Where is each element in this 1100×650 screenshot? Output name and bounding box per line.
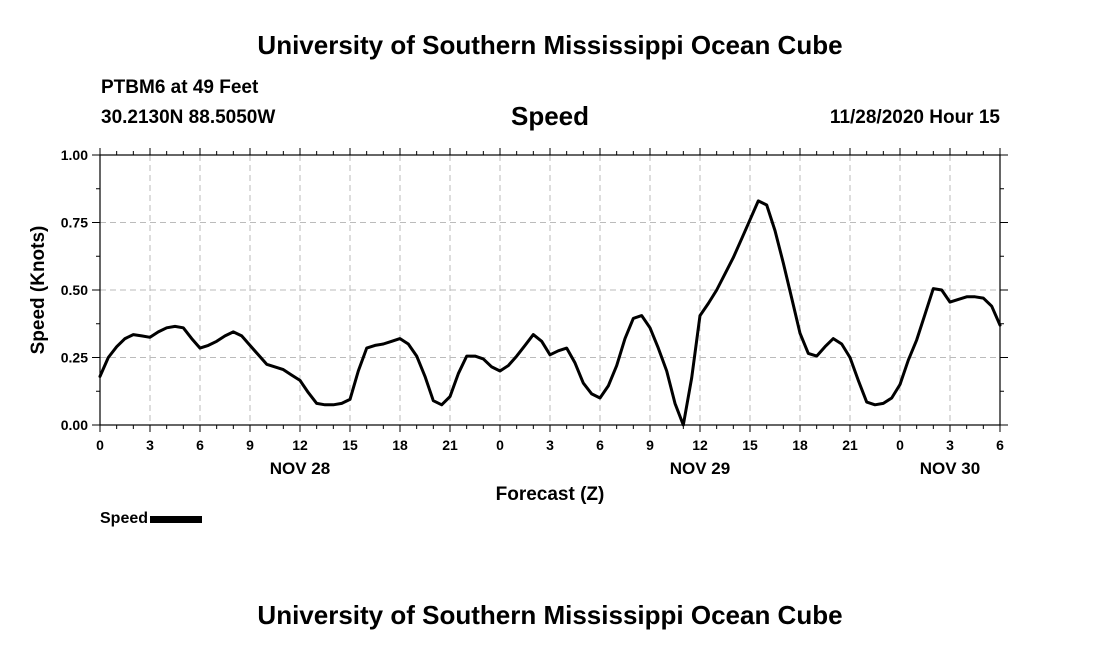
chart-title-top: University of Southern Mississippi Ocean… (257, 30, 843, 60)
station-label: PTBM6 at 49 Feet (101, 77, 259, 98)
x-tick-label: 3 (146, 437, 154, 453)
x-axis-title: Forecast (Z) (496, 484, 605, 505)
x-tick-label: 15 (342, 437, 358, 453)
date-label: NOV 29 (670, 459, 730, 478)
x-tick-label: 3 (546, 437, 554, 453)
date-label: NOV 30 (920, 459, 980, 478)
date-label: NOV 28 (270, 459, 330, 478)
x-tick-label: 18 (792, 437, 808, 453)
station-coordinates: 30.2130N 88.5050W (101, 107, 276, 128)
y-tick-label: 1.00 (61, 147, 88, 163)
x-tick-label: 0 (496, 437, 504, 453)
x-tick-label: 0 (896, 437, 904, 453)
axis-labels: 0 3 6 9 12 15 18 21 0 3 6 9 12 15 18 21 0 3 6 NOV 28 NOV 29 N… (28, 147, 1004, 505)
x-tick-label: 6 (996, 437, 1004, 453)
x-tick-label: 6 (196, 437, 204, 453)
x-tick-label: 18 (392, 437, 408, 453)
x-tick-label: 21 (442, 437, 458, 453)
speed-series-line (98, 199, 1002, 427)
legend: Speed (100, 510, 203, 530)
x-tick-label: 0 (96, 437, 104, 453)
y-axis-title: Speed (Knots) (28, 226, 49, 355)
y-tick-label: 0.75 (61, 215, 88, 231)
axis-ticks (92, 148, 1008, 432)
y-tick-label: 0.00 (61, 417, 88, 433)
plot-frame (99, 154, 1001, 426)
x-tick-label: 6 (596, 437, 604, 453)
variable-title: Speed (510, 101, 590, 131)
x-tick-label: 3 (946, 437, 954, 453)
y-tick-label: 0.25 (61, 350, 88, 366)
x-tick-label: 21 (842, 437, 858, 453)
y-tick-label: 0.50 (61, 282, 88, 298)
series-layer (98, 199, 1002, 427)
legend-label: Speed (100, 510, 149, 527)
x-tick-label: 9 (646, 437, 654, 453)
x-tick-label: 12 (692, 437, 708, 453)
x-tick-label: 12 (292, 437, 308, 453)
legend-swatch (150, 515, 203, 523)
x-tick-label: 9 (246, 437, 254, 453)
forecast-timestamp: 11/28/2020 Hour 15 (829, 107, 1000, 128)
x-tick-label: 15 (742, 437, 758, 453)
grid-lines (100, 155, 1000, 425)
chart-title-bottom: University of Southern Mississippi Ocean… (257, 600, 843, 630)
